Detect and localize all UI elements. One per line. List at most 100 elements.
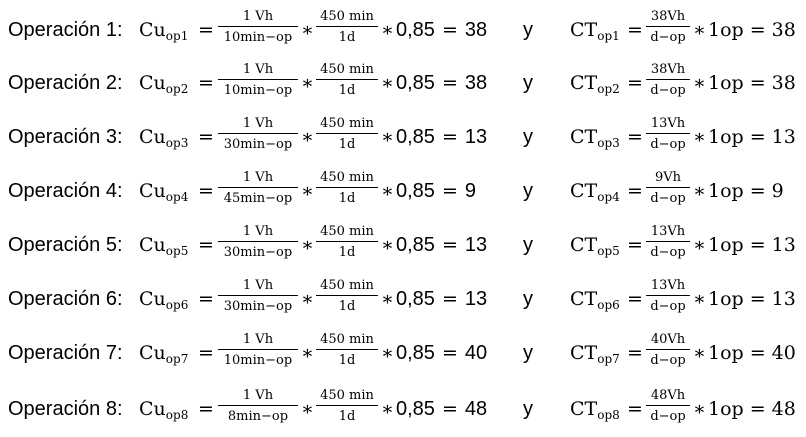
fraction-denominator: d−op: [650, 191, 686, 206]
equals-sign: =: [749, 180, 766, 202]
ct-symbol: CT: [570, 126, 598, 148]
equals-sign: =: [198, 342, 214, 364]
ct-symbol: CT: [570, 398, 598, 420]
ct-value: 38: [771, 72, 796, 94]
equals-sign: =: [441, 288, 458, 310]
fraction-numerator: 1 Vh: [218, 115, 298, 134]
cu-variable: Cuop4: [139, 179, 188, 203]
fraction-denominator: d−op: [650, 299, 686, 314]
cu-fraction-rate: 1 Vh 30min−op: [218, 223, 298, 261]
cu-result: 0,85 = 13: [396, 233, 487, 257]
fraction-numerator: 40Vh: [646, 331, 690, 350]
ct-result: 1op = 38: [708, 18, 796, 42]
efficiency-factor: 0,85: [396, 72, 435, 94]
cu-variable: Cuop6: [139, 287, 188, 311]
ct-result: 1op = 9: [708, 179, 784, 203]
cu-fraction-rate: 1 Vh 30min−op: [218, 277, 298, 315]
fraction-numerator: 450 min: [316, 277, 378, 296]
ct-variable: CTop4: [570, 179, 620, 203]
multiply-sign: ∗: [693, 180, 706, 202]
fraction-denominator: 1d: [338, 245, 356, 260]
fraction-denominator: d−op: [650, 137, 686, 152]
fraction-denominator: d−op: [650, 409, 686, 424]
ct-factor: 1op: [708, 72, 744, 94]
ct-factor: 1op: [708, 19, 744, 41]
ct-fraction: 9Vh d−op: [646, 169, 690, 207]
multiply-sign: ∗: [301, 72, 314, 94]
cu-fraction-time: 450 min 1d: [316, 331, 378, 369]
fraction-denominator: 8min−op: [227, 409, 289, 424]
cu-result: 0,85 = 48: [396, 397, 487, 421]
ct-factor: 1op: [708, 180, 744, 202]
fraction-numerator: 1 Vh: [218, 277, 298, 296]
ct-symbol: CT: [570, 180, 598, 202]
ct-subscript: op4: [597, 190, 620, 204]
ct-symbol: CT: [570, 19, 598, 41]
fraction-denominator: d−op: [650, 83, 686, 98]
conjunction-y: y: [523, 180, 533, 202]
conjunction-y: y: [523, 398, 533, 420]
conjunction-y: y: [523, 288, 533, 310]
fraction-denominator: 45min−op: [223, 191, 293, 206]
equals-sign: =: [198, 126, 214, 148]
efficiency-factor: 0,85: [396, 126, 435, 148]
equals-sign: =: [749, 126, 766, 148]
fraction-numerator: 450 min: [316, 331, 378, 350]
ct-variable: CTop7: [570, 341, 620, 365]
cu-result: 0,85 = 13: [396, 287, 487, 311]
multiply-sign: ∗: [693, 19, 706, 41]
equals-sign: =: [749, 19, 766, 41]
cu-fraction-rate: 1 Vh 10min−op: [218, 61, 298, 99]
fraction-numerator: 13Vh: [646, 223, 690, 242]
efficiency-factor: 0,85: [396, 234, 435, 256]
equation-row: Operación 8: Cuop8 = 1 Vh 8min−op ∗ 450 min 1d ∗…: [0, 383, 806, 437]
equals-sign: =: [749, 72, 766, 94]
ct-symbol: CT: [570, 342, 598, 364]
ct-symbol: CT: [570, 234, 598, 256]
equation-row: Operación 3: Cuop3 = 1 Vh 30min−op ∗ 450 min 1d…: [0, 111, 806, 165]
fraction-numerator: 1 Vh: [218, 223, 298, 242]
equals-sign: =: [441, 126, 458, 148]
ct-value: 13: [771, 288, 796, 310]
cu-fraction-time: 450 min 1d: [316, 8, 378, 46]
multiply-sign: ∗: [693, 72, 706, 94]
cu-variable: Cuop5: [139, 233, 188, 257]
equals-sign: =: [749, 288, 766, 310]
equation-row: Operación 7: Cuop7 = 1 Vh 10min−op ∗ 450 min 1d…: [0, 327, 806, 381]
equation-row: Operación 1: Cuop1 = 1 Vh 10min−op ∗ 450 min 1d…: [0, 4, 806, 58]
cu-fraction-rate: 1 Vh 45min−op: [218, 169, 298, 207]
equals-sign: =: [749, 342, 766, 364]
cu-value: 13: [464, 288, 488, 310]
ct-result: 1op = 48: [708, 397, 796, 421]
ct-variable: CTop6: [570, 287, 620, 311]
equals-sign: =: [627, 234, 643, 256]
conjunction-y: y: [523, 126, 533, 148]
fraction-denominator: 10min−op: [223, 83, 293, 98]
cu-fraction-time: 450 min 1d: [316, 387, 378, 425]
fraction-numerator: 450 min: [316, 223, 378, 242]
cu-fraction-rate: 1 Vh 10min−op: [218, 331, 298, 369]
multiply-sign: ∗: [693, 342, 706, 364]
multiply-sign: ∗: [301, 342, 314, 364]
fraction-denominator: 1d: [338, 299, 356, 314]
cu-symbol: Cu: [139, 19, 166, 41]
ct-variable: CTop8: [570, 397, 620, 421]
equals-sign: =: [198, 19, 214, 41]
cu-result: 0,85 = 38: [396, 18, 487, 42]
ct-variable: CTop5: [570, 233, 620, 257]
conjunction-y: y: [523, 72, 533, 94]
ct-subscript: op3: [597, 136, 620, 150]
cu-fraction-time: 450 min 1d: [316, 223, 378, 261]
fraction-denominator: 30min−op: [223, 245, 293, 260]
cu-fraction-time: 450 min 1d: [316, 61, 378, 99]
fraction-denominator: 1d: [338, 409, 356, 424]
equals-sign: =: [441, 398, 458, 420]
equals-sign: =: [749, 234, 766, 256]
equals-sign: =: [749, 398, 766, 420]
cu-variable: Cuop8: [139, 397, 188, 421]
equals-sign: =: [627, 126, 643, 148]
ct-factor: 1op: [708, 398, 744, 420]
fraction-denominator: 1d: [338, 30, 356, 45]
ct-subscript: op5: [597, 244, 620, 258]
fraction-numerator: 13Vh: [646, 115, 690, 134]
